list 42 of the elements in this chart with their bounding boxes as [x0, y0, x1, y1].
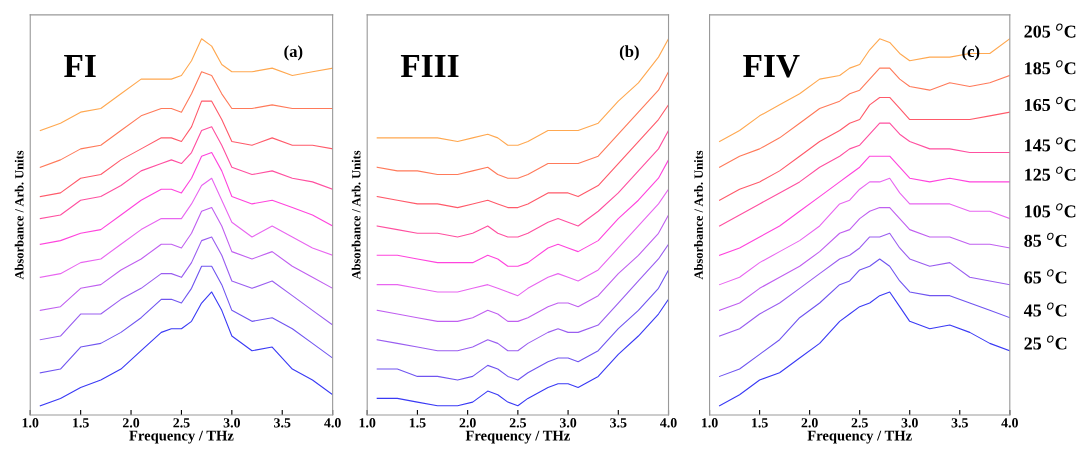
- series-label: 65 $^{o}$C: [1024, 269, 1067, 284]
- x-tick-label: 3.5: [951, 418, 968, 428]
- x-tick-label: 2.0: [459, 418, 476, 428]
- x-tick-label: 2.5: [851, 418, 868, 428]
- x-tick-label: 1.5: [752, 418, 768, 428]
- x-axis-title: Frequency / THz: [465, 430, 570, 444]
- x-tick-label: 2.5: [509, 418, 527, 428]
- series-label: 165 $^{o}$C: [1025, 96, 1076, 112]
- x-axis-title: Frequency / THz: [129, 430, 234, 444]
- x-tick-label: 1.0: [22, 418, 39, 428]
- x-tick-label: 4.0: [660, 418, 677, 428]
- series-label: 25 $^{o}$C: [1024, 335, 1067, 350]
- y-axis-title: Absorbance / Arb. Units: [14, 150, 24, 280]
- x-tick-label: 1.5: [73, 418, 89, 428]
- y-axis-title: Absorbance / Arb. Units: [694, 150, 703, 280]
- series-label: 205 $^{o}$C: [1024, 23, 1076, 38]
- x-tick-label: 4.0: [1001, 418, 1018, 428]
- x-tick-label: 1.0: [359, 418, 376, 428]
- series-label: 185 $^{o}$C: [1025, 60, 1076, 75]
- x-tick-label: 2.0: [801, 418, 818, 428]
- x-tick-label: 2.5: [173, 418, 190, 428]
- annotation: FI: [64, 55, 96, 77]
- x-tick-label: 3.0: [559, 418, 577, 428]
- x-tick-label: 3.5: [610, 418, 627, 428]
- x-tick-label: 2.0: [122, 418, 140, 428]
- series-label: 45 $^{o}$C: [1023, 302, 1067, 317]
- series-label: 145 $^{o}$C: [1025, 137, 1076, 152]
- x-tick-label: 3.0: [223, 418, 240, 428]
- series-label: 105 $^{o}$C: [1025, 203, 1076, 218]
- series-label: 125 $^{o}$C: [1025, 166, 1076, 181]
- annotation: FIV: [743, 55, 800, 78]
- x-tick-label: 1.5: [409, 418, 426, 428]
- x-tick-label: 3.5: [274, 418, 291, 428]
- series-label: 85 $^{o}$C: [1024, 232, 1067, 247]
- annotation: (b): [619, 45, 639, 61]
- annotation: FIII: [400, 55, 459, 77]
- x-tick-label: 4.0: [324, 418, 341, 428]
- annotation: (a): [284, 45, 303, 61]
- x-tick-label: 3.0: [901, 418, 918, 428]
- y-axis-title: Absorbance / Arb. Units: [351, 150, 361, 280]
- x-tick-label: 1.0: [701, 418, 718, 428]
- x-axis-title: Frequency / THz: [807, 430, 912, 444]
